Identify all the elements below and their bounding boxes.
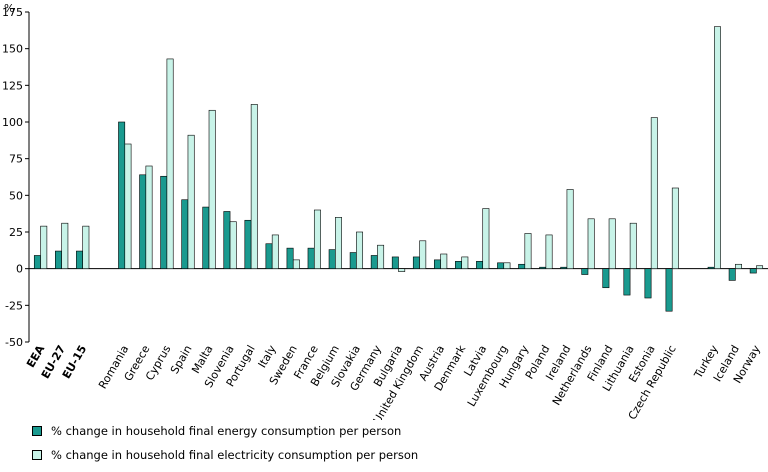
bar-energy-bulgaria xyxy=(391,256,399,269)
bar-energy-denmark xyxy=(455,261,462,269)
bar-energy-slovakia xyxy=(349,252,357,269)
bar-electricity-cyprus xyxy=(166,58,174,269)
bar-energy-malta xyxy=(202,206,210,269)
y-tick-label: 150 xyxy=(2,43,23,56)
bar-energy-slovenia xyxy=(223,211,231,269)
bar-electricity-spain xyxy=(187,134,195,269)
bar-energy-latvia xyxy=(476,261,484,269)
bar-electricity-turkey xyxy=(714,26,721,269)
bar-energy-turkey xyxy=(707,266,715,269)
bar-energy-iceland xyxy=(728,268,736,281)
y-tick-label: 100 xyxy=(2,116,23,129)
bar-electricity-eea xyxy=(40,225,48,269)
bar-electricity-germany xyxy=(377,244,385,269)
legend-item-electricity: % change in household final electricity … xyxy=(32,448,418,462)
bar-electricity-romania xyxy=(124,143,132,269)
y-tick-label: 25 xyxy=(9,226,23,239)
y-tick-label: 0 xyxy=(16,263,23,276)
bar-electricity-norway xyxy=(756,265,764,269)
bar-electricity-greece xyxy=(145,165,153,269)
category-label-romania: Romania xyxy=(96,343,131,391)
bar-electricity-united-kingdom xyxy=(419,240,427,269)
bar-electricity-malta xyxy=(208,109,216,269)
bar-electricity-netherlands xyxy=(587,218,595,269)
legend: % change in household final energy consu… xyxy=(32,424,418,472)
bar-electricity-iceland xyxy=(735,263,742,269)
bar-energy-romania xyxy=(118,121,126,269)
bar-energy-italy xyxy=(265,243,273,269)
y-tick-label: 175 xyxy=(2,6,23,19)
bar-electricity-denmark xyxy=(461,256,469,269)
bar-electricity-portugal xyxy=(250,104,258,269)
legend-item-energy: % change in household final energy consu… xyxy=(32,424,418,438)
bar-electricity-estonia xyxy=(650,117,658,269)
bar-energy-germany xyxy=(370,255,378,269)
bar-energy-eu-15 xyxy=(76,250,83,269)
bar-electricity-hungary xyxy=(524,233,532,269)
bar-energy-netherlands xyxy=(581,268,589,275)
bar-electricity-finland xyxy=(608,218,616,269)
bar-energy-united-kingdom xyxy=(412,256,420,269)
y-tick-label: -50 xyxy=(5,336,23,349)
legend-label-electricity: % change in household final electricity … xyxy=(51,448,419,462)
bar-energy-norway xyxy=(749,268,757,274)
bar-energy-belgium xyxy=(328,249,336,269)
bar-energy-ireland xyxy=(560,266,568,269)
chart-bars xyxy=(33,26,764,312)
bar-energy-spain xyxy=(181,199,189,269)
bar-electricity-sweden xyxy=(292,259,300,269)
bar-electricity-latvia xyxy=(482,208,490,269)
y-tick-label: -25 xyxy=(5,299,23,312)
bar-electricity-eu-27 xyxy=(61,222,69,269)
legend-swatch-energy xyxy=(32,426,42,436)
bar-electricity-belgium xyxy=(335,217,342,269)
bar-chart: % -50 -25 0 25 50 75 100 125 150 175 EEAEU-27EU-1… xyxy=(2,2,768,420)
bar-electricity-austria xyxy=(440,253,448,269)
bar-energy-sweden xyxy=(286,247,294,269)
bar-electricity-luxembourg xyxy=(503,262,511,269)
bar-electricity-slovakia xyxy=(356,231,364,269)
bar-energy-estonia xyxy=(644,268,652,299)
bar-energy-eea xyxy=(33,255,41,269)
y-axis-unit-label: % xyxy=(4,2,14,15)
bar-energy-czech-republic xyxy=(665,268,673,312)
bar-electricity-slovenia xyxy=(229,221,237,269)
bar-electricity-bulgaria xyxy=(398,268,406,272)
bar-energy-poland xyxy=(539,266,547,269)
bar-energy-lithuania xyxy=(623,268,631,296)
bar-electricity-lithuania xyxy=(629,222,637,269)
bar-energy-portugal xyxy=(244,219,252,269)
bar-electricity-eu-15 xyxy=(82,225,90,269)
legend-label-energy: % change in household final energy consu… xyxy=(51,424,402,438)
bar-electricity-france xyxy=(313,209,321,269)
y-tick-label: 50 xyxy=(9,189,23,202)
bar-electricity-czech-republic xyxy=(671,187,679,269)
bar-electricity-ireland xyxy=(566,189,574,269)
bar-electricity-poland xyxy=(545,234,553,269)
bar-energy-finland xyxy=(602,268,610,289)
bar-energy-hungary xyxy=(518,263,526,269)
bar-energy-france xyxy=(307,247,315,269)
bar-energy-austria xyxy=(433,259,441,269)
bar-energy-luxembourg xyxy=(497,262,505,269)
y-tick-label: 125 xyxy=(2,79,23,92)
bar-electricity-italy xyxy=(271,234,279,269)
bar-energy-cyprus xyxy=(160,175,168,269)
y-tick-label: 75 xyxy=(9,153,23,166)
bar-energy-eu-27 xyxy=(55,250,62,269)
bar-energy-greece xyxy=(139,174,147,269)
legend-swatch-electricity xyxy=(32,450,42,460)
